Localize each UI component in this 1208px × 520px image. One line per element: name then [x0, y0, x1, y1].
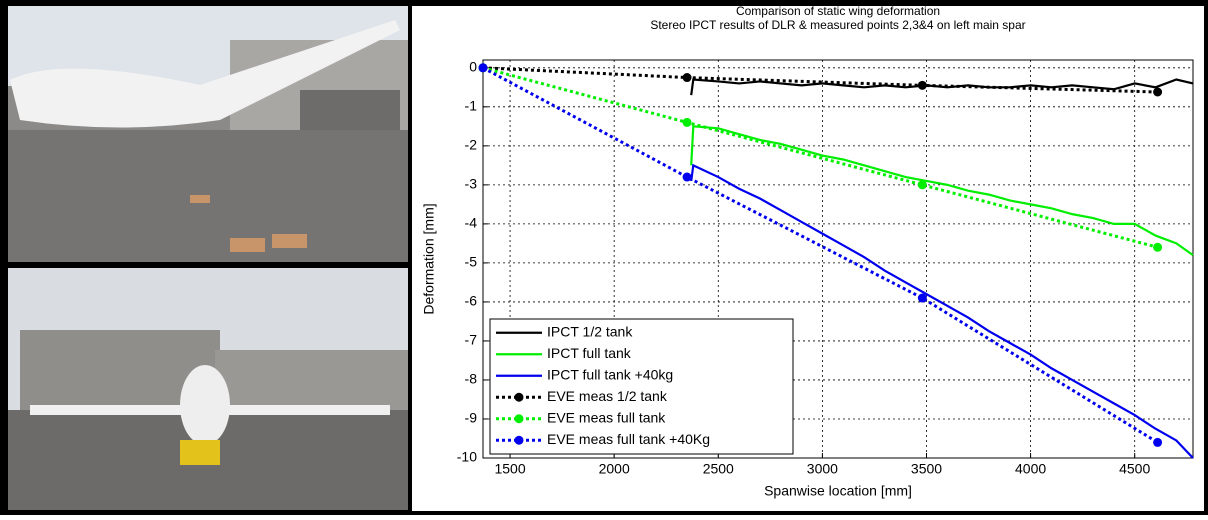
x-tick-label: 2000 [599, 461, 630, 477]
x-tick-label: 3500 [911, 461, 942, 477]
legend-label: EVE meas 1/2 tank [547, 388, 668, 404]
legend-box [489, 318, 794, 455]
y-tick-label: -6 [465, 293, 478, 309]
photo-bottom [8, 268, 408, 510]
legend-label: EVE meas full tank +40Kg [547, 431, 710, 447]
legend-marker [514, 392, 524, 402]
y-tick-label: -8 [465, 371, 478, 387]
y-axis-label: Deformation [mm] [421, 203, 437, 314]
y-tick-label: -3 [465, 176, 478, 192]
marker [1153, 87, 1163, 97]
legend-label: IPCT 1/2 tank [547, 323, 633, 339]
marker [1153, 242, 1163, 252]
series-line [482, 66, 1158, 249]
y-tick-label: -10 [457, 449, 477, 465]
series-line [690, 163, 1194, 459]
series-line [690, 125, 1194, 256]
marker [1153, 437, 1163, 447]
legend-marker [514, 414, 524, 424]
legend-label: IPCT full tank +40kg [547, 366, 673, 382]
chart-subtitle: Stereo IPCT results of DLR & measured po… [650, 18, 1025, 32]
y-tick-label: 0 [469, 59, 477, 75]
legend-label: EVE meas full tank [547, 409, 666, 425]
x-tick-label: 1500 [494, 461, 525, 477]
series-line [482, 66, 1159, 444]
marker [917, 293, 927, 303]
marker [478, 63, 488, 73]
x-axis-label: Spanwise location [mm] [764, 483, 912, 499]
chart-title: Comparison of static wing deformation [736, 4, 940, 18]
legend-marker [514, 435, 524, 445]
x-tick-label: 4500 [1119, 461, 1150, 477]
y-tick-label: -1 [465, 98, 478, 114]
marker [682, 117, 692, 127]
marker [917, 80, 927, 90]
y-tick-label: -9 [465, 410, 478, 426]
legend-label: IPCT full tank [547, 345, 632, 361]
y-tick-label: -5 [465, 254, 478, 270]
y-tick-label: -7 [465, 332, 478, 348]
x-tick-label: 3000 [807, 461, 838, 477]
y-tick-label: -4 [465, 215, 478, 231]
marker [917, 180, 927, 190]
x-tick-label: 4000 [1015, 461, 1046, 477]
series-line [482, 66, 1158, 94]
photo-top [8, 6, 408, 262]
series-line [690, 78, 1194, 96]
marker [682, 73, 692, 83]
x-tick-label: 2500 [703, 461, 734, 477]
marker [682, 172, 692, 182]
y-tick-label: -2 [465, 137, 478, 153]
